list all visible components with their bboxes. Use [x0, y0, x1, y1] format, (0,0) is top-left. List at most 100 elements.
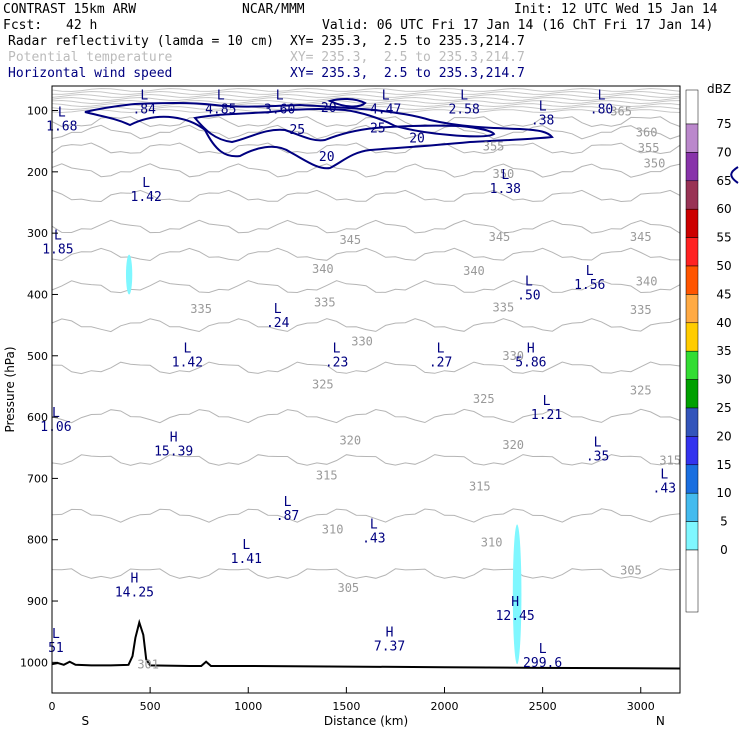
- header-org: NCAR/MMM: [242, 2, 305, 17]
- y-tick-label: 600: [27, 411, 48, 424]
- extremum-value: 51: [48, 641, 64, 656]
- colorbar-cell: [685, 407, 699, 437]
- theta-label: 340: [463, 264, 485, 278]
- theta-label: 345: [339, 233, 361, 247]
- field-xy-wind: XY= 235.3, 2.5 to 235.3,214.7: [290, 66, 525, 81]
- wind-contour-20-small: [327, 97, 367, 108]
- theta-label: 335: [190, 302, 212, 316]
- extremum-value: .50: [517, 288, 540, 303]
- colorbar-cell: [685, 208, 699, 238]
- wind-contour-label: 20: [319, 150, 335, 165]
- colorbar-label: 45: [716, 287, 731, 301]
- extremum-type: L: [586, 264, 594, 279]
- wind-contour-25: [193, 107, 496, 144]
- axes: 0 500 1000 1500 2000 2500 3000 100 200 300 400 500 6…: [3, 105, 665, 728]
- x-axis-label: Distance (km): [324, 714, 408, 728]
- theta-label: 350: [644, 157, 666, 171]
- extremum-type: L: [284, 495, 292, 510]
- theta-label: 305: [620, 564, 642, 578]
- x-tick-label: 2500: [529, 700, 557, 713]
- extremum-value: 1.38: [490, 182, 521, 197]
- colorbar-cell: [685, 89, 699, 125]
- extremum-value: 1.21: [531, 408, 562, 423]
- extremum-type: L: [501, 168, 509, 183]
- extremum-value: 1.56: [574, 278, 605, 293]
- field-xy-theta: XY= 235.3, 2.5 to 235.3,214.7: [290, 50, 525, 65]
- extremum-type: H: [170, 431, 178, 446]
- theta-contour-upper: [51, 93, 681, 98]
- terrain-line: [51, 618, 681, 670]
- colorbar-cell: [685, 180, 699, 210]
- theta-contour-360: [51, 124, 681, 140]
- theta-label: 320: [502, 438, 524, 452]
- colorbar-label: 60: [716, 202, 731, 216]
- extremum-value: 1.42: [172, 356, 203, 371]
- field-name-wind: Horizontal wind speed: [8, 66, 173, 81]
- theta-label: 345: [489, 230, 511, 244]
- extremum-value: 1.41: [231, 552, 262, 567]
- extremum-type: L: [54, 228, 62, 243]
- colorbar-cell: [685, 464, 699, 494]
- colorbar-label: 75: [716, 117, 731, 131]
- colorbar-label: 5: [720, 515, 728, 529]
- terrain: [51, 618, 681, 670]
- extremum-type: L: [217, 88, 225, 103]
- colorbar-cell: [685, 549, 699, 613]
- theta-label: 310: [481, 535, 503, 549]
- extremum-type: L: [52, 627, 60, 642]
- theta-label: 320: [339, 434, 361, 448]
- extremum-type: L: [276, 88, 284, 103]
- y-tick-label: 400: [27, 288, 48, 301]
- extremum-value: 299.6: [523, 656, 562, 671]
- theta-label: 340: [312, 262, 334, 276]
- extremum-value: .80: [590, 102, 613, 117]
- theta-contours: [51, 87, 681, 579]
- extremum-value: .23: [325, 356, 348, 371]
- plot-frame: [51, 85, 681, 694]
- extremum-value: 15.39: [154, 445, 193, 460]
- extremum-type: L: [539, 642, 547, 657]
- colorbar-cell: [685, 436, 699, 466]
- theta-contour-325: [51, 318, 681, 333]
- extremum-type: L: [58, 106, 66, 121]
- x-end-label-north: N: [656, 714, 665, 728]
- y-tick-label: 200: [27, 166, 48, 179]
- theta-label: 335: [314, 296, 336, 310]
- extremum-type: H: [131, 572, 139, 587]
- header-fcst-value: 42 h: [66, 18, 98, 33]
- extremum-value: .35: [586, 450, 609, 465]
- theta-label: 325: [630, 383, 652, 397]
- theta-label: 350: [493, 167, 515, 181]
- theta-label: 330: [351, 334, 373, 348]
- theta-label: 315: [469, 480, 491, 494]
- extremum-type: L: [539, 100, 547, 115]
- field-xy-reflectivity: XY= 235.3, 2.5 to 235.3,214.7: [290, 34, 525, 49]
- theta-contour-315: [51, 408, 681, 424]
- extremum-value: 1.42: [131, 190, 162, 205]
- theta-label: 355: [483, 139, 505, 153]
- wind-contour-label: 25: [289, 123, 305, 138]
- extremum-value: 14.25: [115, 586, 154, 601]
- theta-contour-upper: [51, 106, 681, 111]
- extremum-type: H: [527, 342, 535, 357]
- theta-contour-upper: [51, 90, 681, 95]
- y-tick-label: 900: [27, 595, 48, 608]
- theta-label: 345: [630, 230, 652, 244]
- colorbar-label: 40: [716, 316, 731, 330]
- contour-labels: 365 360 355 355 350 350 345 345 345 340 340 340 335 3…: [137, 101, 681, 672]
- colorbar-label: 65: [716, 174, 731, 188]
- theta-label: 355: [638, 141, 660, 155]
- theta-contour-upper: [51, 96, 681, 102]
- y-tick-label: 800: [27, 534, 48, 547]
- colorbar-label: 70: [716, 145, 731, 159]
- theta-label: 315: [316, 469, 338, 483]
- extremum-type: L: [525, 274, 533, 289]
- colorbar-label: 30: [716, 373, 731, 387]
- reflectivity-cells: [125, 254, 522, 665]
- extremum-value: 4.47: [370, 102, 401, 117]
- colorbar-label: 0: [720, 543, 728, 557]
- header-model: CONTRAST 15km ARW: [3, 2, 137, 17]
- theta-contour-320: [51, 361, 681, 375]
- x-tick-label: 2000: [431, 700, 459, 713]
